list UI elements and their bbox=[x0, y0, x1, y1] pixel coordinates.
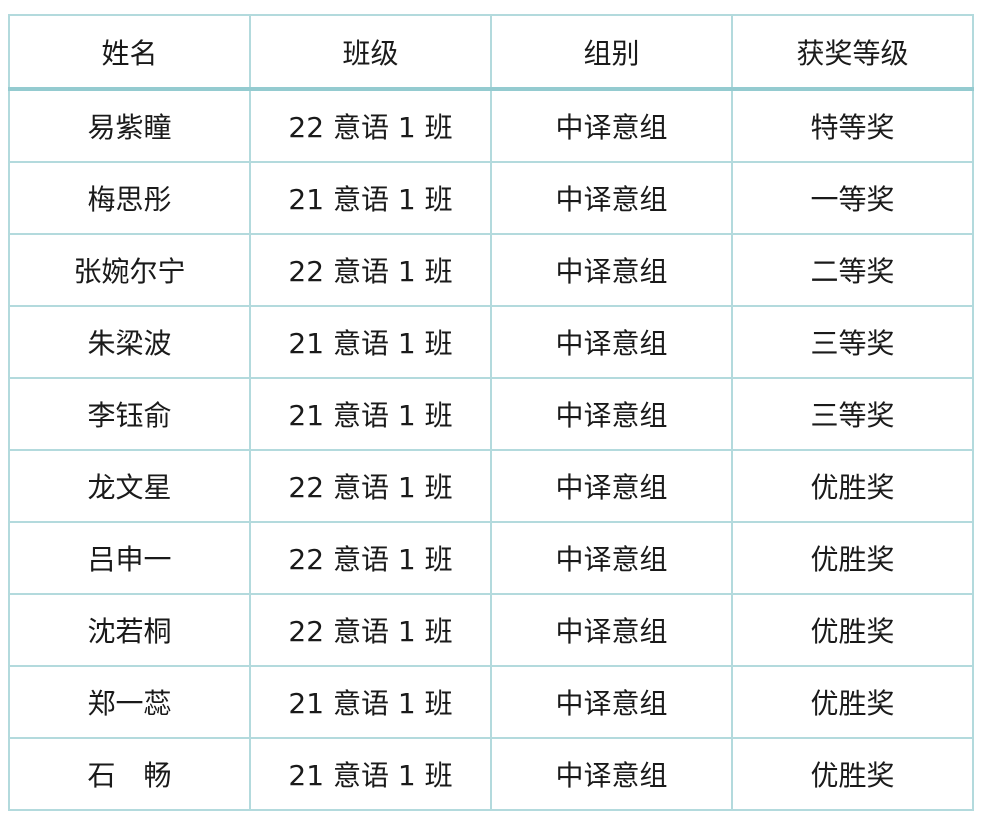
cell-name: 吕申一 bbox=[8, 521, 251, 595]
cell-class: 22 意语 1 班 bbox=[249, 521, 492, 595]
cell-class: 22 意语 1 班 bbox=[249, 88, 492, 163]
cell-group: 中译意组 bbox=[490, 665, 733, 739]
table-row: 张婉尔宁 22 意语 1 班中译意组 二等奖 bbox=[8, 233, 974, 307]
cell-class: 22 意语 1 班 bbox=[249, 233, 492, 307]
cell-class: 22 意语 1 班 bbox=[249, 593, 492, 667]
cell-group: 中译意组 bbox=[490, 449, 733, 523]
cell-name: 张婉尔宁 bbox=[8, 233, 251, 307]
cell-award: 优胜奖 bbox=[731, 521, 974, 595]
cell-award: 优胜奖 bbox=[731, 593, 974, 667]
cell-group: 中译意组 bbox=[490, 305, 733, 379]
cell-name: 梅思彤 bbox=[8, 161, 251, 235]
cell-class: 22 意语 1 班 bbox=[249, 449, 492, 523]
cell-group: 中译意组 bbox=[490, 593, 733, 667]
cell-award: 优胜奖 bbox=[731, 665, 974, 739]
table-row: 吕申一 22 意语 1 班中译意组 优胜奖 bbox=[8, 521, 974, 595]
awards-table: 姓名 班级 组别 获奖等级 易紫瞳 22 意语 1 班中译意组 特等奖 梅思彤 21 意… bbox=[8, 14, 974, 811]
cell-name: 石 畅 bbox=[8, 737, 251, 811]
table-row: 龙文星 22 意语 1 班中译意组 优胜奖 bbox=[8, 449, 974, 523]
cell-group: 中译意组 bbox=[490, 233, 733, 307]
cell-group: 中译意组 bbox=[490, 737, 733, 811]
header-row: 姓名 班级 组别 获奖等级 bbox=[8, 14, 974, 91]
table-row: 郑一蕊 21 意语 1 班中译意组 优胜奖 bbox=[8, 665, 974, 739]
cell-award: 特等奖 bbox=[731, 88, 974, 163]
cell-name: 易紫瞳 bbox=[8, 88, 251, 163]
cell-name: 朱梁波 bbox=[8, 305, 251, 379]
cell-name: 郑一蕊 bbox=[8, 665, 251, 739]
table-row: 石 畅 21 意语 1 班中译意组 优胜奖 bbox=[8, 737, 974, 811]
cell-class: 21 意语 1 班 bbox=[249, 305, 492, 379]
cell-award: 三等奖 bbox=[731, 305, 974, 379]
header-name: 姓名 bbox=[8, 14, 251, 91]
cell-name: 李钰俞 bbox=[8, 377, 251, 451]
cell-name: 龙文星 bbox=[8, 449, 251, 523]
cell-class: 21 意语 1 班 bbox=[249, 665, 492, 739]
header-award: 获奖等级 bbox=[731, 14, 974, 91]
header-class: 班级 bbox=[249, 14, 492, 91]
cell-award: 一等奖 bbox=[731, 161, 974, 235]
cell-award: 三等奖 bbox=[731, 377, 974, 451]
table-row: 易紫瞳 22 意语 1 班中译意组 特等奖 bbox=[8, 88, 974, 163]
cell-group: 中译意组 bbox=[490, 161, 733, 235]
cell-group: 中译意组 bbox=[490, 88, 733, 163]
table-row: 梅思彤 21 意语 1 班中译意组 一等奖 bbox=[8, 161, 974, 235]
cell-class: 21 意语 1 班 bbox=[249, 377, 492, 451]
table-row: 朱梁波 21 意语 1 班中译意组 三等奖 bbox=[8, 305, 974, 379]
cell-class: 21 意语 1 班 bbox=[249, 161, 492, 235]
table-row: 李钰俞 21 意语 1 班中译意组 三等奖 bbox=[8, 377, 974, 451]
cell-group: 中译意组 bbox=[490, 377, 733, 451]
cell-name: 沈若桐 bbox=[8, 593, 251, 667]
cell-class: 21 意语 1 班 bbox=[249, 737, 492, 811]
header-group: 组别 bbox=[490, 14, 733, 91]
cell-award: 优胜奖 bbox=[731, 737, 974, 811]
table-row: 沈若桐 22 意语 1 班中译意组 优胜奖 bbox=[8, 593, 974, 667]
cell-group: 中译意组 bbox=[490, 521, 733, 595]
cell-award: 二等奖 bbox=[731, 233, 974, 307]
cell-award: 优胜奖 bbox=[731, 449, 974, 523]
